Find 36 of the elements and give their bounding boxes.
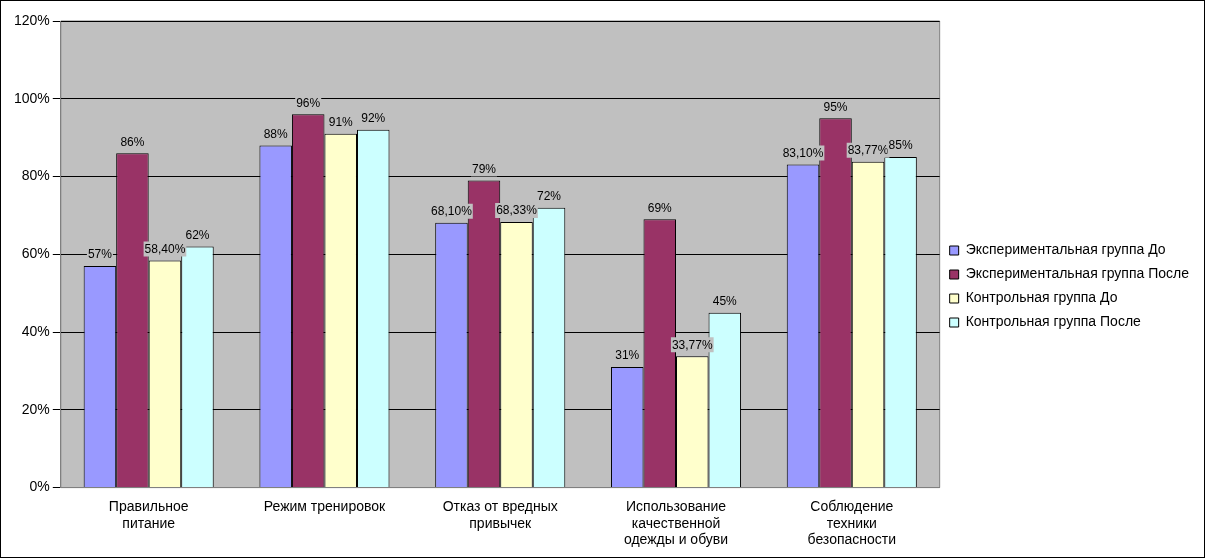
x-tick-label: Режим тренировок [263,497,387,514]
x-tick-label: Отказ от вредных привычек [442,497,558,531]
data-label: 95% [823,99,848,114]
x-tick-label: Правильное питание [108,497,189,531]
legend-label: Контрольная группа До [965,289,1118,306]
data-label: 88% [263,126,289,141]
legend-label: Экспериментальная группа После [965,265,1190,282]
legend-label: Экспериментальная группа До [965,241,1166,258]
data-label: 69% [647,200,673,215]
y-tick-label: 60% [21,245,50,262]
y-tick-label: 40% [21,322,50,339]
data-label: 85% [888,138,913,153]
y-tick-label: 120% [13,11,50,28]
data-label: 68,33% [496,203,538,218]
y-tick-label: 100% [13,89,50,106]
x-tick-label: Соблюдение техники безопасности [807,497,897,548]
data-label: 83,10% [782,145,824,160]
data-label: 92% [361,111,386,126]
x-tick-label: Использование качественной одежды и обуви [623,497,729,548]
data-label: 68,10% [431,204,473,219]
y-tick-label: 0% [29,478,50,495]
data-label: 96% [296,95,321,110]
y-tick-label: 80% [21,167,50,184]
data-label: 57% [87,247,113,262]
legend-label: Контрольная группа После [965,313,1142,330]
data-label: 45% [712,293,738,308]
data-label: 62% [185,227,210,242]
data-label: 31% [615,348,640,363]
data-label: 83,77% [847,143,889,158]
data-label: 91% [328,115,354,130]
y-tick-label: 20% [21,400,50,417]
data-label: 86% [120,134,145,149]
data-label: 58,40% [144,241,186,256]
data-label: 72% [537,188,562,203]
data-label: 33,77% [671,337,713,352]
data-label: 79% [471,161,497,176]
